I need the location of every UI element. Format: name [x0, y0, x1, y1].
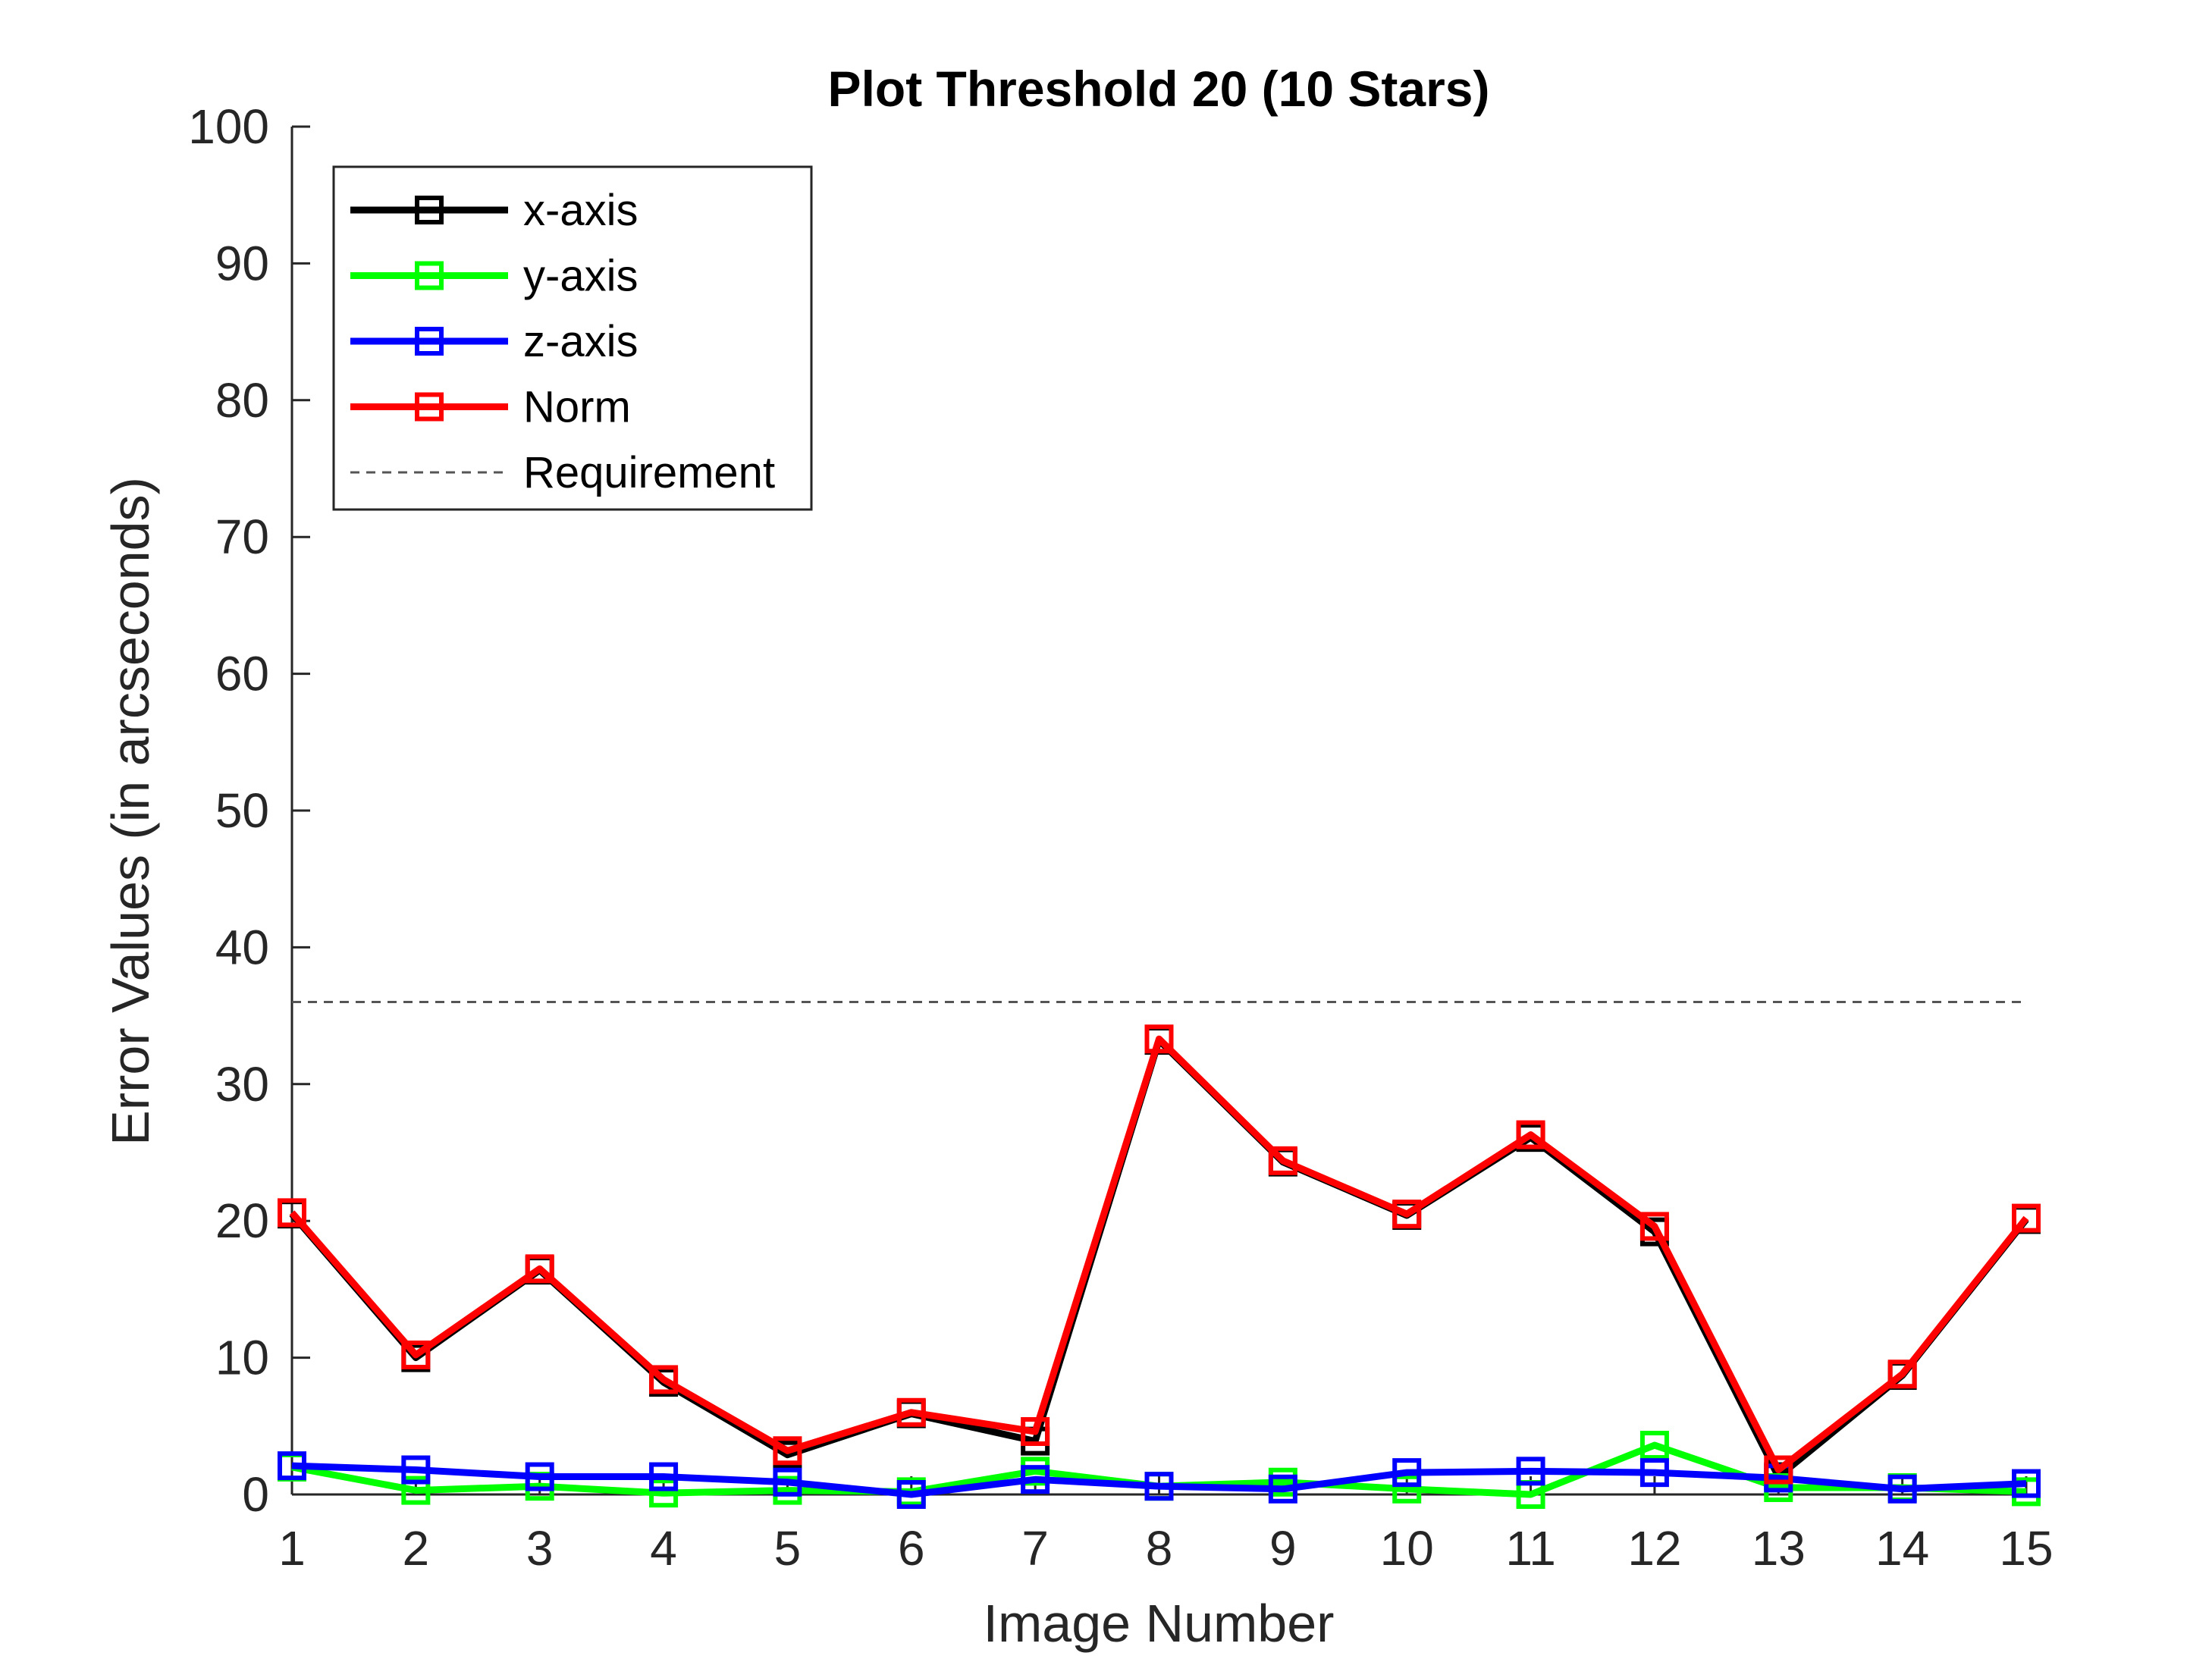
- series-line-norm: [289, 1035, 2029, 1474]
- data-point-y-axis: [1639, 1431, 1669, 1460]
- data-point-norm: [1639, 1212, 1669, 1241]
- y-tick-label: 60: [215, 647, 269, 701]
- data-point-norm: [773, 1436, 802, 1466]
- legend-label-norm: Norm: [523, 383, 631, 432]
- legend-marker-norm: [415, 392, 444, 422]
- data-point-z-axis: [1392, 1458, 1422, 1488]
- series-z-axis: [278, 1451, 2041, 1509]
- data-point-norm: [1887, 1360, 1917, 1389]
- data-point-norm: [1144, 1024, 1174, 1054]
- x-tick-label: 14: [1875, 1521, 1929, 1576]
- data-point-z-axis: [1887, 1474, 1917, 1504]
- legend-marker-y-axis: [415, 261, 444, 290]
- data-point-norm: [2012, 1203, 2041, 1233]
- data-point-z-axis: [896, 1480, 926, 1509]
- y-axis-title: Error Values (in arcseconds): [101, 477, 160, 1146]
- series-norm: [278, 1024, 2041, 1485]
- y-tick-label: 40: [215, 920, 269, 974]
- data-point-z-axis: [773, 1467, 802, 1497]
- y-tick-label: 10: [215, 1331, 269, 1385]
- y-tick-label: 80: [215, 373, 269, 428]
- series-line-z-axis: [291, 1462, 2027, 1498]
- data-point-norm: [1516, 1120, 1545, 1149]
- x-tick-label: 11: [1505, 1521, 1555, 1576]
- data-point-y-axis: [1392, 1474, 1422, 1504]
- series-group: [278, 1024, 2041, 1509]
- data-point-z-axis: [1021, 1465, 1050, 1494]
- legend-label-requirement: Requirement: [523, 448, 775, 497]
- y-tick-label: 20: [215, 1193, 269, 1248]
- data-point-y-axis: [649, 1479, 679, 1508]
- x-tick-label: 2: [403, 1521, 430, 1576]
- data-point-z-axis: [401, 1455, 431, 1485]
- data-point-norm: [278, 1198, 306, 1228]
- legend-marker-z-axis: [415, 327, 444, 356]
- y-tick-label: 90: [215, 236, 269, 290]
- legend-label-x-axis: x-axis: [523, 186, 638, 235]
- chart-title: Plot Threshold 20 (10 Stars): [828, 61, 1490, 117]
- data-point-z-axis: [525, 1462, 554, 1491]
- x-tick-label: 10: [1380, 1521, 1434, 1576]
- data-point-norm: [1764, 1455, 1793, 1485]
- x-tick-label: 4: [650, 1521, 677, 1576]
- y-tick-label: 70: [215, 510, 269, 564]
- x-axis-title: Image Number: [984, 1594, 1335, 1653]
- data-point-z-axis: [1144, 1472, 1174, 1501]
- x-tick-label: 6: [898, 1521, 925, 1576]
- y-tick-label: 0: [242, 1467, 269, 1522]
- data-point-norm: [896, 1397, 926, 1427]
- x-tick-label: 15: [1999, 1521, 2053, 1576]
- legend-label-y-axis: y-axis: [523, 252, 638, 301]
- data-point-z-axis: [1639, 1458, 1669, 1488]
- data-point-norm: [649, 1365, 679, 1394]
- data-point-z-axis: [1516, 1457, 1545, 1486]
- data-point-norm: [1268, 1146, 1297, 1175]
- y-tick-label: 100: [188, 99, 269, 154]
- data-point-y-axis: [401, 1476, 431, 1505]
- y-tick-label: 50: [215, 783, 269, 838]
- data-point-z-axis: [649, 1462, 679, 1491]
- x-tick-label: 9: [1269, 1521, 1297, 1576]
- data-point-norm: [1392, 1200, 1422, 1229]
- x-tick-label: 12: [1627, 1521, 1681, 1576]
- x-tick-label: 13: [1752, 1521, 1806, 1576]
- y-tick-label: 30: [215, 1057, 269, 1112]
- data-point-norm: [525, 1254, 554, 1284]
- legend: x-axis y-axis z-axis Norm Requirement: [332, 165, 813, 511]
- x-tick-label: 7: [1021, 1521, 1049, 1576]
- data-point-z-axis: [2012, 1469, 2041, 1498]
- x-tick-label: 8: [1146, 1521, 1173, 1576]
- x-tick-label: 5: [774, 1521, 802, 1576]
- legend-marker-x-axis: [415, 196, 444, 224]
- x-tick-label: 3: [526, 1521, 554, 1576]
- data-point-norm: [1021, 1417, 1050, 1447]
- legend-label-z-axis: z-axis: [523, 317, 638, 366]
- data-point-z-axis: [278, 1451, 306, 1481]
- data-point-norm: [401, 1340, 431, 1369]
- data-point-z-axis: [1268, 1474, 1297, 1504]
- x-tick-label: 1: [278, 1521, 306, 1576]
